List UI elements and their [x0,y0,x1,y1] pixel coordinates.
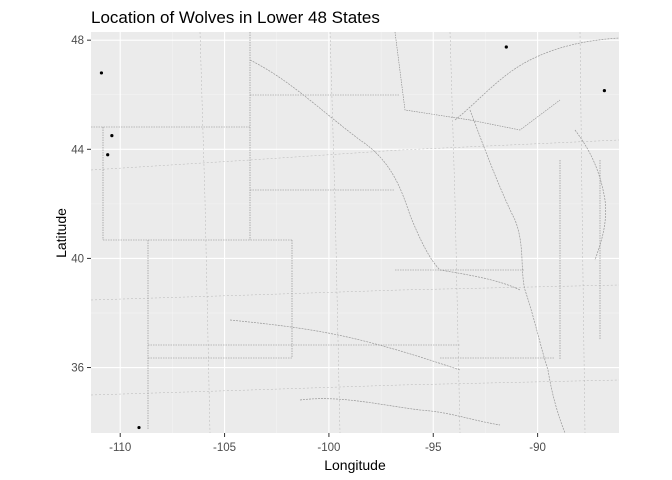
state-boundary-oklahoma-panhandle [148,270,293,359]
wolf-location-point [110,134,114,138]
x-tick-label: -100 [317,442,340,454]
y-tick-label: 40 [71,253,84,265]
y-tick-label: 36 [71,363,84,375]
wolf-location-point [99,71,104,75]
y-axis-title: Latitude [53,208,69,258]
missouri-river [249,59,521,291]
red-river [299,398,501,426]
mississippi-river [469,109,566,433]
grid-lines [91,32,619,433]
road-6 [449,32,461,433]
y-tick-label: 44 [71,144,84,156]
state-boundary-minnesota-east [394,32,471,121]
axes: -110 -105 -100 -95 -90 36 40 44 48 [71,35,546,454]
x-tick-label: -90 [529,442,546,454]
wolf-location-point [602,89,606,93]
x-tick-label: -105 [213,442,236,454]
wolf-location-point [137,425,141,430]
state-boundary-wisconsin [469,99,561,131]
background-map [91,32,619,433]
lake-michigan-shore [574,129,606,261]
plot-panel [91,32,619,433]
road-5 [329,32,341,433]
chart-title: Location of Wolves in Lower 48 States [91,8,380,27]
road-4 [199,32,211,433]
y-tick-label: 48 [71,35,84,47]
wolf-location-point [504,45,508,49]
x-tick-label: -110 [109,442,131,454]
x-axis-title: Longitude [324,457,386,473]
x-tick-label: -95 [425,442,442,454]
wolf-location-point [106,153,110,157]
wolf-points [99,45,606,430]
road-7 [579,32,586,433]
arkansas-river [229,319,461,371]
lake-superior-shore [454,37,619,121]
